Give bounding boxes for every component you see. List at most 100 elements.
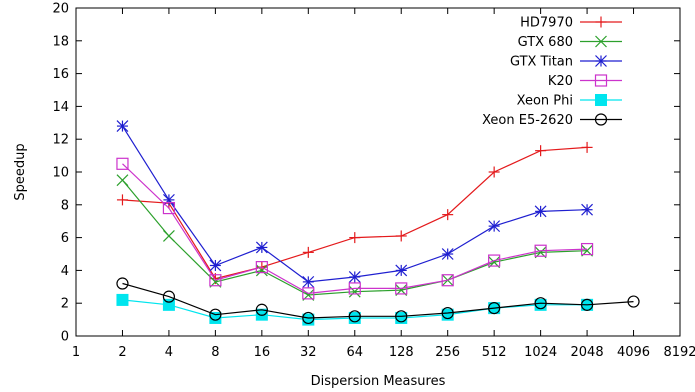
x-axis-label: Dispersion Measures xyxy=(311,374,446,389)
data-point xyxy=(580,242,594,256)
y-tick-label: 8 xyxy=(61,198,69,213)
x-tick-label: 16 xyxy=(254,345,271,360)
series-line xyxy=(122,163,588,295)
data-point xyxy=(535,145,547,157)
x-tick-label: 8192 xyxy=(663,345,695,360)
data-point xyxy=(162,298,175,311)
series-group xyxy=(116,120,640,326)
y-tick-label: 20 xyxy=(52,2,69,17)
data-point xyxy=(302,311,315,325)
data-point xyxy=(395,230,407,242)
data-point xyxy=(116,277,129,290)
x-tick-label: 64 xyxy=(346,345,363,360)
data-point xyxy=(162,201,176,215)
legend-entry: K20 xyxy=(548,74,622,89)
data-point xyxy=(442,209,454,221)
data-point xyxy=(162,193,175,206)
y-axis-label: Speedup xyxy=(13,143,28,200)
legend-label: HD7970 xyxy=(520,16,573,31)
data-point xyxy=(488,220,501,233)
legend-entry: Xeon E5-2620 xyxy=(482,113,622,128)
legend-entry: Xeon Phi xyxy=(517,94,622,109)
series-3 xyxy=(116,157,594,300)
data-point xyxy=(488,302,501,315)
x-tick-label: 2 xyxy=(118,345,126,360)
legend-entry: GTX Titan xyxy=(510,55,622,70)
series-line xyxy=(122,282,634,319)
data-point xyxy=(348,282,361,295)
legend-label: GTX 680 xyxy=(518,35,573,50)
data-point xyxy=(441,274,454,287)
data-point xyxy=(255,241,268,254)
data-point xyxy=(581,141,593,153)
legend-marker xyxy=(594,113,608,126)
plot-frame xyxy=(75,7,681,337)
x-tick-label: 1 xyxy=(72,345,80,360)
y-tick-label: 6 xyxy=(61,231,69,246)
data-point xyxy=(488,254,501,267)
data-point xyxy=(209,259,222,272)
y-tick-label: 14 xyxy=(52,100,69,115)
data-point xyxy=(116,194,128,206)
data-point xyxy=(255,264,268,277)
data-point xyxy=(348,271,361,283)
data-point xyxy=(302,246,314,258)
x-tick-label: 256 xyxy=(435,345,460,360)
data-point xyxy=(348,310,361,323)
data-point xyxy=(162,230,175,242)
y-tick-label: 12 xyxy=(52,133,69,148)
series-2 xyxy=(116,120,594,288)
x-tick-label: 2048 xyxy=(571,345,604,360)
legend: HD7970 GTX 680 GTX Titan K20 Xeon Phi Xeon E5… xyxy=(482,16,622,128)
x-tick-label: 4 xyxy=(165,345,173,360)
x-tick-label: 1024 xyxy=(524,345,557,360)
x-tick-label: 512 xyxy=(482,345,507,360)
legend-marker xyxy=(595,16,607,28)
axis-ticks: 1 2 4 8 16 32 64 128 256 512 1024 2048 4096 819202468… xyxy=(52,2,695,361)
data-point xyxy=(349,232,361,244)
legend-marker xyxy=(595,35,607,48)
data-point xyxy=(580,298,594,311)
legend-marker xyxy=(595,55,607,67)
legend-entry: HD7970 xyxy=(520,16,622,31)
y-tick-label: 16 xyxy=(52,67,69,82)
data-point xyxy=(162,290,176,303)
data-point xyxy=(441,248,454,260)
legend-label: K20 xyxy=(548,74,573,89)
data-point xyxy=(627,295,640,308)
legend-marker xyxy=(594,74,608,87)
data-point xyxy=(534,205,547,218)
series-4 xyxy=(116,293,594,326)
legend-entry: GTX 680 xyxy=(518,35,622,50)
y-tick-label: 0 xyxy=(61,330,69,345)
legend-label: Xeon E5-2620 xyxy=(482,113,573,128)
y-tick-label: 2 xyxy=(61,297,69,312)
data-point xyxy=(395,264,408,277)
data-point xyxy=(302,287,315,300)
legend-marker xyxy=(595,94,607,106)
data-point xyxy=(534,244,547,257)
x-tick-label: 32 xyxy=(300,345,317,360)
data-point xyxy=(395,282,408,295)
data-point xyxy=(255,261,268,274)
data-point xyxy=(209,308,222,321)
data-point xyxy=(116,157,129,170)
data-point xyxy=(116,120,129,133)
data-point xyxy=(534,297,547,310)
series-5 xyxy=(116,277,640,325)
data-point xyxy=(116,174,129,187)
y-tick-label: 4 xyxy=(61,264,69,279)
data-point xyxy=(255,303,268,316)
data-point xyxy=(581,203,594,216)
data-point xyxy=(302,275,315,288)
y-tick-label: 10 xyxy=(52,166,69,181)
x-tick-label: 128 xyxy=(389,345,414,360)
series-0 xyxy=(116,141,593,285)
data-point xyxy=(441,306,454,320)
y-tick-label: 18 xyxy=(52,34,69,49)
x-tick-label: 8 xyxy=(211,345,219,360)
data-point xyxy=(209,311,222,324)
legend-label: GTX Titan xyxy=(510,55,573,70)
x-tick-label: 4096 xyxy=(617,345,650,360)
